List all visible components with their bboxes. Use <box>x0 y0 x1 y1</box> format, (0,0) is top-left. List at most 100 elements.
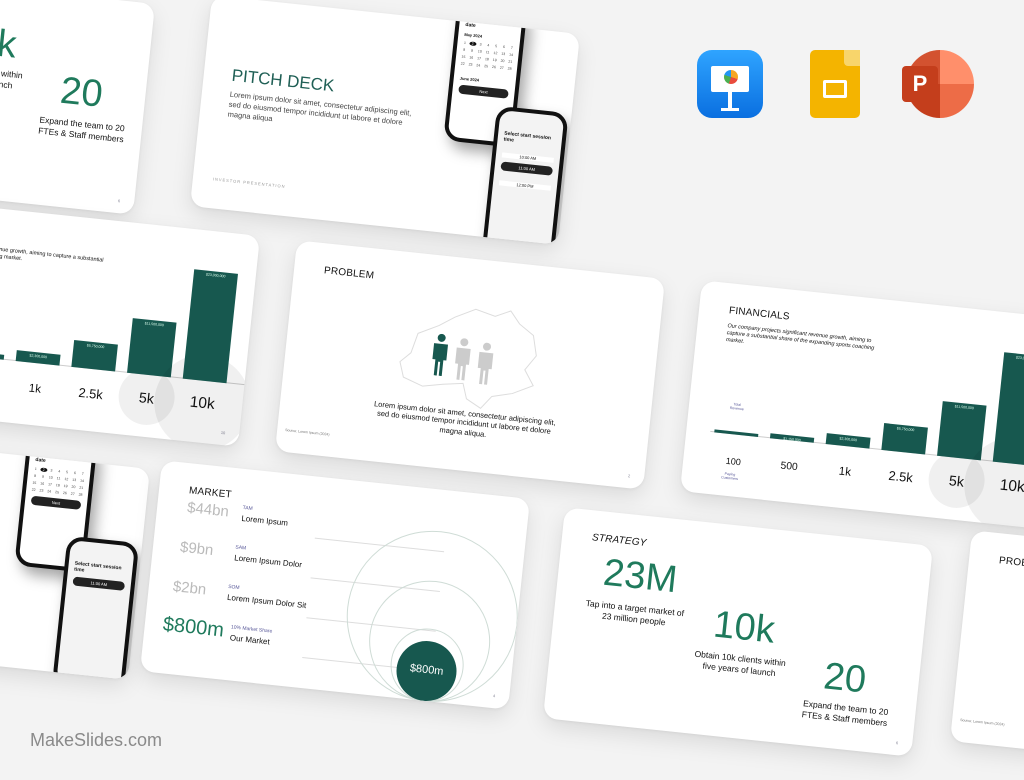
problem-title: PROBLEM <box>323 265 375 282</box>
calendar-day[interactable]: 27 <box>499 65 504 71</box>
next-button[interactable]: Next <box>458 84 509 99</box>
stat-value: 20 <box>821 655 869 702</box>
calendar-day[interactable]: 9 <box>470 48 474 53</box>
slide-financials-partial[interactable]: Our company projects significant revenue… <box>0 197 261 447</box>
calendar-day[interactable]: 22 <box>31 487 36 493</box>
calendar-day[interactable]: 11 <box>56 476 61 481</box>
calendar-day[interactable]: 25 <box>54 490 60 495</box>
calendar-day[interactable]: 23 <box>468 62 473 67</box>
calendar-day[interactable]: 13 <box>501 51 506 57</box>
market-value: $2bn <box>172 578 208 599</box>
calendar-day[interactable]: 6 <box>502 44 506 50</box>
calendar-day[interactable]: 15 <box>461 54 466 60</box>
bar-value-label: $23,000,000 <box>1015 355 1024 362</box>
market-tag: SAM <box>235 544 247 552</box>
keynote-icon <box>697 50 763 118</box>
calendar-day[interactable]: 25 <box>484 64 489 69</box>
calendar-day[interactable]: 8 <box>462 47 466 52</box>
calendar-day[interactable]: 4 <box>58 469 61 474</box>
customer-count-label: 1k <box>28 381 42 396</box>
calendar-day[interactable]: 6 <box>73 470 77 476</box>
slide-strategy-partial[interactable]: 10k Obtain 10k clients within five years… <box>0 0 156 215</box>
slide-phones-partial[interactable]: Select start session date 1 2 3 4 5 6 7 8 9 10 11 1… <box>0 430 151 680</box>
calendar-day[interactable]: 21 <box>508 59 513 64</box>
page-number: 2 <box>627 473 631 479</box>
calendar-day[interactable]: 3 <box>479 42 482 47</box>
market-title: MARKET <box>188 485 233 501</box>
calendar-day[interactable]: 27 <box>70 491 75 497</box>
google-slides-icon <box>810 50 860 118</box>
calendar-day[interactable]: 19 <box>492 57 497 63</box>
slide-pitch-deck[interactable]: PITCH DECK Lorem ipsum dolor sit amet, c… <box>189 0 581 245</box>
market-label: Lorem Ipsum Dolor <box>233 553 303 570</box>
calendar-day[interactable]: 17 <box>476 56 482 61</box>
calendar-day[interactable]: 14 <box>508 52 514 58</box>
calendar-day[interactable]: 9 <box>41 474 45 479</box>
calendar-day[interactable]: 23 <box>39 488 44 493</box>
calendar-day[interactable]: 20 <box>71 484 76 490</box>
customer-count-label: 500 <box>779 460 799 474</box>
calendar-day[interactable]: 17 <box>47 482 53 487</box>
calendar-day[interactable]: 21 <box>79 485 84 491</box>
slide-market[interactable]: MARKET $44bn TAM Lorem Ipsum $9bn SAM Lorem I… <box>139 460 531 710</box>
person-icon-highlight <box>432 333 449 377</box>
slide-problem[interactable]: PROBLEM Lorem ipsum dolor sit amet, cons… <box>274 240 666 490</box>
calendar-day[interactable]: 22 <box>460 61 465 67</box>
calendar-day[interactable]: 26 <box>62 490 68 496</box>
slide-strategy[interactable]: STRATEGY 23M Tap into a target market of… <box>542 507 934 757</box>
calendar-day[interactable]: 8 <box>33 473 37 479</box>
calendar-day[interactable]: 28 <box>507 66 512 71</box>
calendar-day[interactable]: 4 <box>487 43 490 48</box>
calendar-day[interactable]: 1 <box>463 40 467 46</box>
calendar-day[interactable]: 16 <box>40 481 45 486</box>
problem-source: Source: Lorem Ipsum (2024) <box>959 718 1005 727</box>
calendar-day[interactable]: 2 <box>40 467 48 473</box>
phone-title: Select start session time <box>73 560 122 574</box>
time-option-selected[interactable]: 11:00 AM <box>72 576 126 591</box>
bar-value-label: $1,150,000 <box>0 352 4 361</box>
page-number: 6 <box>117 198 121 204</box>
calendar-day[interactable]: 3 <box>50 468 53 473</box>
calendar-day[interactable]: 11 <box>485 50 490 55</box>
map-outline <box>399 308 537 409</box>
slide-financials[interactable]: FINANCIALS Our company projects signific… <box>679 280 1024 530</box>
calendar-day[interactable]: 1 <box>34 466 38 472</box>
calendar-day[interactable]: 24 <box>47 489 52 494</box>
calendar-day[interactable]: 19 <box>63 483 68 489</box>
calendar-day[interactable]: 18 <box>55 483 60 488</box>
bar-value-label: $23,000,000 <box>205 272 226 279</box>
calendar-day[interactable]: 14 <box>79 478 85 484</box>
calendar-day[interactable]: 5 <box>494 44 498 49</box>
financials-body: Our company projects significant revenue… <box>0 237 104 264</box>
calendar-day[interactable]: 20 <box>500 58 505 64</box>
phone-title: Select start session date <box>35 450 84 464</box>
stat-value: 20 <box>58 69 105 116</box>
page-number: 6 <box>895 740 899 746</box>
calendar-day[interactable]: 15 <box>32 480 37 486</box>
calendar-day[interactable]: 7 <box>510 45 513 50</box>
next-button[interactable]: Next <box>30 495 82 510</box>
slide-problem-partial[interactable]: PROBLEM Source: Lorem Ipsum (2024) <box>949 530 1024 780</box>
market-tag: SOM <box>227 583 240 592</box>
calendar-day[interactable]: 10 <box>477 49 482 54</box>
calendar-day[interactable]: 12 <box>493 50 498 56</box>
calendar-grid: 1 2 3 4 5 6 7 8 9 10 11 12 13 14 15 16 17 18 19 20 21 22 23 24 2… <box>30 467 86 498</box>
calendar-day[interactable]: 18 <box>484 57 490 62</box>
calendar-day[interactable]: 10 <box>48 475 53 480</box>
calendar-day[interactable]: 13 <box>72 477 77 483</box>
calendar-day[interactable]: 28 <box>78 492 83 497</box>
calendar-day[interactable]: 5 <box>65 470 69 475</box>
calendar-grid: 1 2 3 4 5 6 7 8 9 10 11 12 13 14 15 16 17 18 19 20 21 22 23 24 2… <box>459 41 515 72</box>
time-option-selected[interactable]: 11:00 AM <box>500 161 554 176</box>
time-option[interactable]: 12:00 PM <box>498 180 552 191</box>
calendar-day[interactable]: 12 <box>64 477 69 482</box>
calendar-day[interactable]: 16 <box>469 55 474 60</box>
calendar-day[interactable]: 7 <box>81 471 84 477</box>
customer-count-label: 1k <box>838 464 852 479</box>
problem-title: PROBLEM <box>998 555 1024 572</box>
calendar-day[interactable]: 26 <box>491 64 497 70</box>
revenue-bar: $5,750,000 <box>881 422 928 455</box>
calendar-day[interactable]: 24 <box>476 63 481 68</box>
market-value: $44bn <box>186 499 230 521</box>
calendar-day[interactable]: 2 <box>469 41 477 47</box>
